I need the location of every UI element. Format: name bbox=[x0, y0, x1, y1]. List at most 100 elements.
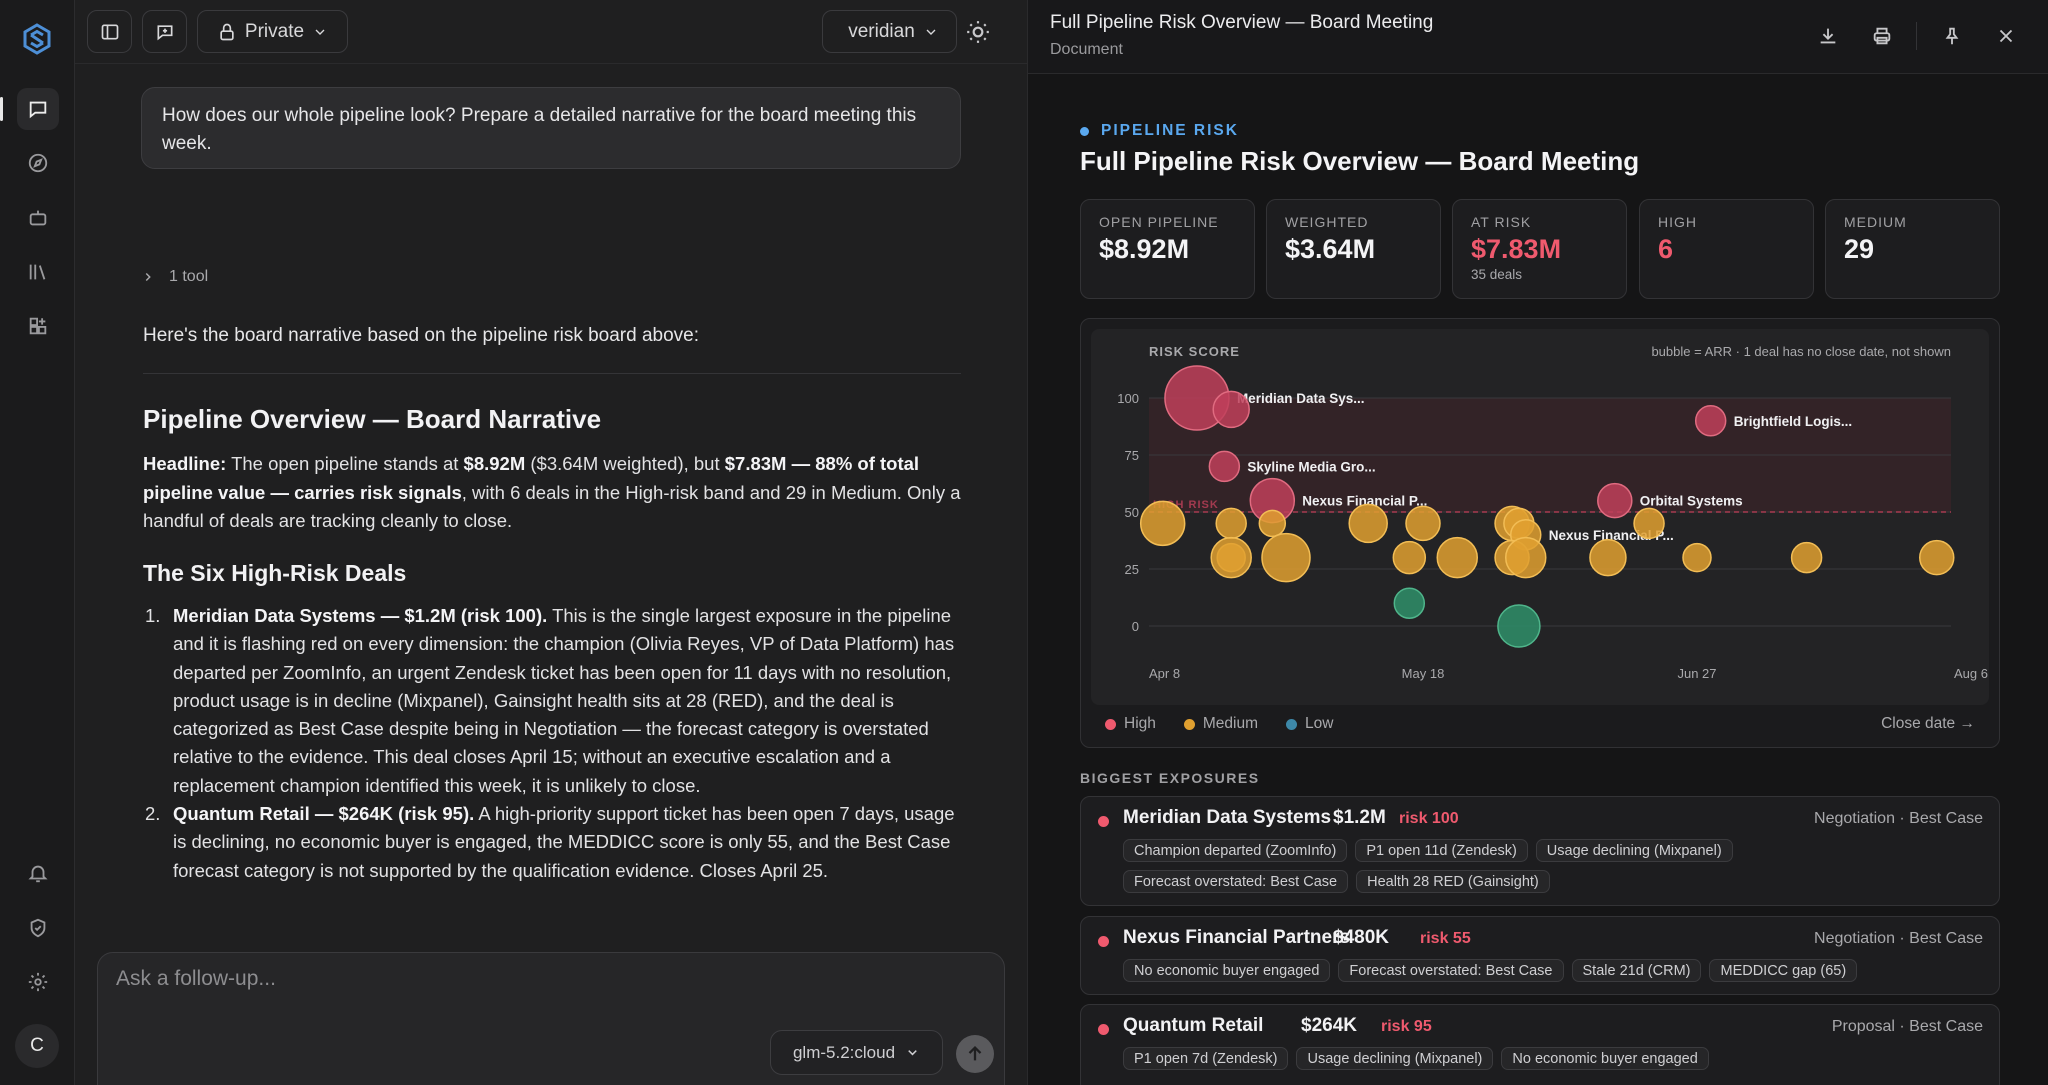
user-avatar[interactable]: C bbox=[15, 1024, 59, 1068]
toggle-sidebar-button[interactable] bbox=[87, 10, 132, 53]
app-logo-icon[interactable] bbox=[20, 22, 54, 56]
visibility-dropdown[interactable]: Private bbox=[197, 10, 348, 53]
new-chat-icon bbox=[157, 24, 172, 40]
composer[interactable]: Ask a follow-up... glm-5.2:cloud bbox=[97, 952, 1005, 1085]
close-date-axis-toggle[interactable]: Close date → bbox=[1881, 715, 1975, 732]
chart-note: bubble = ARR · 1 deal has no close date,… bbox=[1651, 344, 1951, 359]
workspace-label: veridian bbox=[848, 20, 915, 42]
model-selector[interactable]: glm-5.2:cloud bbox=[770, 1030, 943, 1075]
exposure-card[interactable]: Meridian Data Systems $1.2M risk 100 Neg… bbox=[1080, 796, 2000, 906]
legend-high: High bbox=[1105, 715, 1156, 733]
chat-panel: Private veridian How does our whole pipe… bbox=[75, 0, 1027, 1085]
signal-tag: Usage declining (Mixpanel) bbox=[1296, 1047, 1494, 1070]
settings-button[interactable] bbox=[17, 961, 59, 1003]
deal-bubble-label: Skyline Media Gro... bbox=[1247, 459, 1375, 474]
download-button[interactable] bbox=[1814, 22, 1842, 50]
deal-bubble bbox=[1393, 587, 1426, 619]
chat-nav-button[interactable] bbox=[0, 88, 59, 130]
exposure-stage: Negotiation · Best Case bbox=[1814, 930, 1983, 947]
high-risk-deal-list: 1. Meridian Data Systems — $1.2M (risk 10… bbox=[143, 602, 973, 885]
sidebar-icon bbox=[101, 24, 118, 39]
security-button[interactable] bbox=[17, 907, 59, 949]
deal-bubble bbox=[1694, 405, 1727, 437]
lock-icon bbox=[220, 23, 234, 40]
signal-tag: No economic buyer engaged bbox=[1123, 959, 1331, 982]
notifications-button[interactable] bbox=[17, 852, 59, 894]
exposure-risk: risk 95 bbox=[1381, 1018, 1432, 1035]
exposure-risk: risk 55 bbox=[1420, 930, 1471, 947]
risk-dot bbox=[1098, 816, 1109, 827]
deal-bubble bbox=[1139, 500, 1186, 547]
deal-list-item: 2. Quantum Retail — $264K (risk 95). A hi… bbox=[143, 800, 973, 885]
new-chat-button[interactable] bbox=[142, 10, 187, 53]
x-tick-label: Aug 6 bbox=[1954, 666, 1988, 681]
stat-card-open-pipeline: OPEN PIPELINE $8.92M bbox=[1080, 199, 1255, 299]
exposure-tags: P1 open 7d (Zendesk) Usage declining (Mi… bbox=[1123, 1047, 1963, 1070]
print-button[interactable] bbox=[1868, 22, 1896, 50]
close-button[interactable] bbox=[1992, 22, 2020, 50]
deal-bubble bbox=[1215, 507, 1247, 540]
composer-input[interactable]: Ask a follow-up... bbox=[116, 967, 276, 990]
exposure-amount: $264K bbox=[1301, 1015, 1357, 1036]
signal-tag: Champion departed (ZoomInfo) bbox=[1123, 839, 1348, 862]
library-icon bbox=[29, 264, 46, 280]
apps-icon bbox=[29, 317, 47, 335]
headline-text-2: ($3.64M weighted), but bbox=[525, 453, 725, 474]
deal-bubble bbox=[1258, 509, 1287, 538]
legend-low-swatch bbox=[1286, 718, 1298, 730]
deal-bubble bbox=[1919, 539, 1955, 576]
pin-button[interactable] bbox=[1938, 22, 1966, 50]
tool-call-toggle[interactable]: 1 tool bbox=[141, 268, 208, 286]
x-tick-label: May 18 bbox=[1402, 666, 1445, 681]
risk-dot bbox=[1098, 1024, 1109, 1035]
document-panel: Full Pipeline Risk Overview — Board Meet… bbox=[1027, 0, 2048, 1085]
agents-nav-button[interactable] bbox=[17, 197, 59, 239]
deal-bubble bbox=[1405, 505, 1441, 542]
divider bbox=[143, 373, 961, 374]
y-tick-label: 50 bbox=[1125, 505, 1139, 520]
y-axis-label: RISK SCORE bbox=[1149, 344, 1240, 359]
workspace-dropdown[interactable]: veridian bbox=[822, 10, 957, 53]
bot-icon bbox=[29, 210, 47, 226]
deal-text: A high-priority support ticket has been … bbox=[173, 803, 955, 881]
headline-text-1: The open pipeline stands at bbox=[226, 453, 464, 474]
user-message: How does our whole pipeline look? Prepar… bbox=[141, 87, 961, 169]
signal-tag: Forecast overstated: Best Case bbox=[1338, 959, 1564, 982]
stat-value: $7.83M bbox=[1471, 234, 1562, 264]
model-label: glm-5.2:cloud bbox=[792, 1042, 896, 1062]
stat-subtext: 35 deals bbox=[1471, 267, 1523, 282]
stat-label: MEDIUM bbox=[1844, 214, 1907, 230]
exposure-amount: $480K bbox=[1333, 927, 1389, 948]
exposure-stage: Proposal · Best Case bbox=[1831, 1018, 1983, 1035]
exposure-card[interactable]: Nexus Financial Partners $480K risk 55 N… bbox=[1080, 916, 2000, 995]
download-icon bbox=[1820, 28, 1836, 44]
report-eyebrow: PIPELINE RISK bbox=[1080, 122, 1239, 140]
deal-bubble bbox=[1436, 536, 1478, 579]
headline-bold-2: $7.83M — 88% of total pipeline value — c… bbox=[143, 453, 920, 503]
signal-tag: Stale 21d (CRM) bbox=[1571, 959, 1702, 982]
deal-list-item: 1. Meridian Data Systems — $1.2M (risk 10… bbox=[143, 602, 973, 800]
send-button[interactable] bbox=[956, 1035, 994, 1073]
y-tick-label: 75 bbox=[1125, 448, 1139, 463]
legend-high-swatch bbox=[1105, 718, 1116, 730]
explore-nav-button[interactable] bbox=[17, 142, 59, 184]
chevron-down-icon bbox=[926, 29, 936, 35]
header-divider bbox=[1916, 22, 1917, 50]
chevron-right-icon bbox=[145, 272, 151, 282]
gear-icon bbox=[28, 972, 48, 992]
y-tick-label: 25 bbox=[1125, 562, 1139, 577]
deal-bubble bbox=[1589, 538, 1627, 577]
library-nav-button[interactable] bbox=[17, 251, 59, 293]
deal-title: Meridian Data Systems — $1.2M (risk 100)… bbox=[173, 605, 548, 626]
deal-bubble bbox=[1208, 450, 1241, 483]
sun-icon[interactable] bbox=[965, 19, 991, 45]
exposure-card[interactable]: Quantum Retail $264K risk 95 Proposal · … bbox=[1080, 1004, 2000, 1085]
signal-tag: P1 open 11d (Zendesk) bbox=[1355, 839, 1528, 862]
apps-nav-button[interactable] bbox=[17, 305, 59, 347]
legend-low: Low bbox=[1286, 715, 1333, 733]
signal-tag: Health 28 RED (Gainsight) bbox=[1356, 870, 1550, 893]
legend-high-label: High bbox=[1124, 715, 1156, 732]
stat-value: 29 bbox=[1844, 234, 1875, 264]
exposure-name: Nexus Financial Partners bbox=[1123, 927, 1351, 948]
stat-card-high: HIGH 6 bbox=[1639, 199, 1814, 299]
